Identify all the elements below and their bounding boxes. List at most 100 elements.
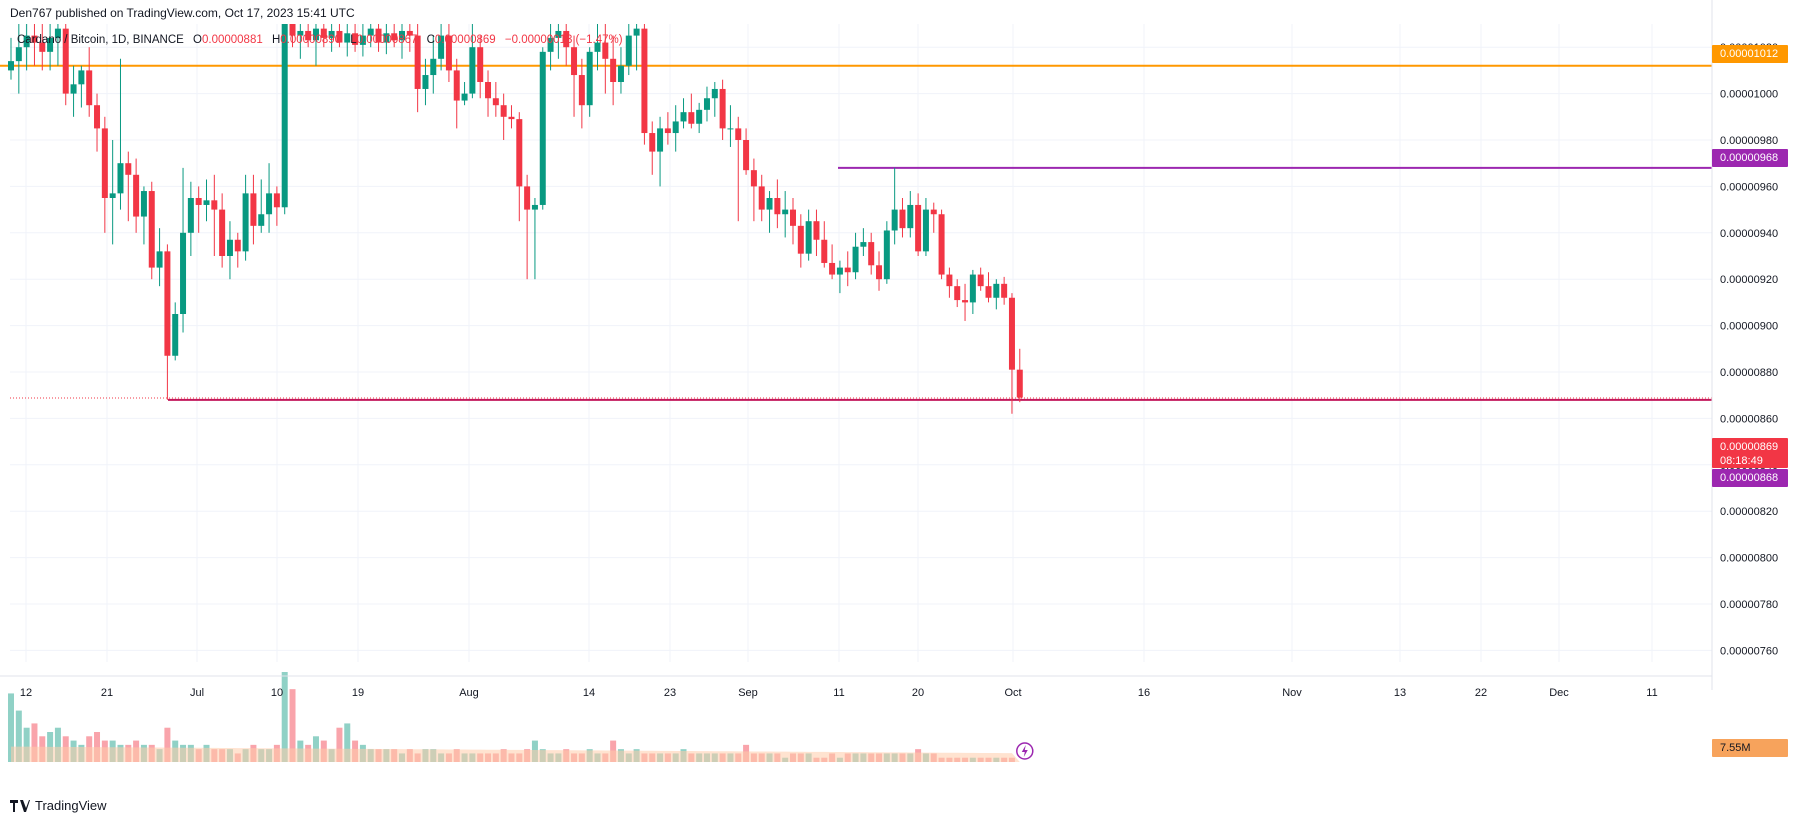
price-tick-label: 0.00000760 xyxy=(1720,645,1778,657)
price-axis: 0.000010200.000010000.000009800.00000960… xyxy=(1711,0,1778,690)
candle xyxy=(117,58,124,210)
candle xyxy=(258,179,265,233)
countdown-value: 08:18:49 xyxy=(1720,455,1763,467)
candle-body xyxy=(719,88,726,129)
price-tick-label: 0.00000800 xyxy=(1720,553,1778,565)
candle xyxy=(62,24,69,106)
candle xyxy=(969,269,976,314)
candle xyxy=(391,24,398,48)
candle-body xyxy=(23,35,30,48)
candle-body xyxy=(101,128,108,198)
volume-bar xyxy=(94,732,101,762)
candle xyxy=(703,86,710,122)
candle xyxy=(172,302,179,361)
candle-body xyxy=(305,30,312,41)
candle xyxy=(187,181,194,256)
candle xyxy=(273,186,280,226)
candle-body xyxy=(547,37,554,52)
candle xyxy=(758,174,765,222)
candle-body xyxy=(836,267,843,275)
candle xyxy=(711,82,718,117)
volume-bar xyxy=(336,727,343,762)
candle xyxy=(664,112,671,145)
change-value: −0.00000013 (−1.47%) xyxy=(504,34,623,46)
candle xyxy=(735,116,742,222)
candle xyxy=(305,24,312,48)
candle xyxy=(930,202,937,233)
candle-body xyxy=(750,170,757,187)
candle-body xyxy=(180,232,187,314)
candle xyxy=(500,93,507,140)
candle xyxy=(226,221,233,280)
candle-body xyxy=(641,28,648,134)
time-tick-label: 21 xyxy=(101,687,113,699)
candle xyxy=(453,58,460,129)
candle xyxy=(633,24,640,71)
candle xyxy=(649,121,656,175)
candle-body xyxy=(469,47,476,94)
candle xyxy=(133,158,140,233)
candle xyxy=(414,24,421,113)
candle-body xyxy=(15,47,22,62)
candle xyxy=(672,105,679,152)
candle-body xyxy=(625,35,632,66)
candle xyxy=(774,179,781,229)
candle xyxy=(383,24,390,55)
candle-body xyxy=(312,28,319,41)
close-label: C xyxy=(426,34,435,46)
candle xyxy=(281,24,288,215)
candle-body xyxy=(62,28,69,94)
time-tick-label: 23 xyxy=(664,687,676,699)
candle-body xyxy=(680,112,687,122)
candle xyxy=(352,24,359,52)
candle-body xyxy=(993,283,1000,298)
candle-body xyxy=(117,163,124,194)
candle-body xyxy=(524,186,531,210)
candle xyxy=(438,24,445,71)
candle-body xyxy=(328,30,335,38)
candle-body xyxy=(703,98,710,110)
candle xyxy=(915,193,922,256)
candle xyxy=(829,244,836,280)
candle xyxy=(47,24,54,71)
high-label: H xyxy=(271,34,281,46)
open-label: O xyxy=(193,34,202,46)
time-tick-label: 19 xyxy=(352,687,364,699)
candle xyxy=(586,47,593,117)
last-price-tag: 0.00000869 08:18:49 xyxy=(1712,438,1788,468)
candle-body xyxy=(594,42,601,52)
candle xyxy=(180,167,187,333)
candle xyxy=(125,151,132,222)
candle-body xyxy=(125,163,132,175)
candle xyxy=(1008,293,1015,414)
candle xyxy=(719,79,726,140)
candle xyxy=(813,209,820,256)
candle xyxy=(1016,348,1023,403)
candle xyxy=(31,24,38,66)
candle-body xyxy=(140,191,147,217)
candle xyxy=(8,37,14,80)
candle-body xyxy=(242,193,249,252)
candle xyxy=(610,35,617,106)
candle-body xyxy=(602,42,609,59)
candle xyxy=(860,228,867,256)
candle xyxy=(907,191,914,238)
candle xyxy=(492,82,499,117)
volume-bar xyxy=(289,689,296,762)
tradingview-footer: TradingView xyxy=(10,798,107,813)
candle-body xyxy=(438,35,445,59)
candle xyxy=(750,158,757,222)
candle xyxy=(23,24,30,71)
candle-body xyxy=(219,209,226,256)
price-tick-label: 0.00000780 xyxy=(1720,599,1778,611)
time-tick-label: Aug xyxy=(459,687,479,699)
candle xyxy=(852,232,859,280)
candle xyxy=(836,260,843,294)
candle-body xyxy=(657,128,664,152)
candle-body xyxy=(922,209,929,252)
candle-body xyxy=(133,174,140,217)
candle-body xyxy=(571,47,578,76)
candle-body xyxy=(359,35,366,45)
candle xyxy=(962,283,969,321)
